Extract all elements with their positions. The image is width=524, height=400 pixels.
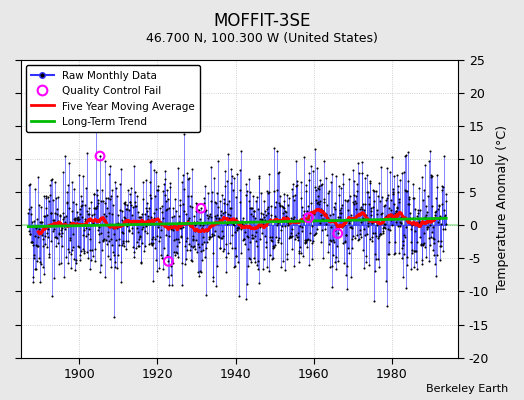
Legend: Raw Monthly Data, Quality Control Fail, Five Year Moving Average, Long-Term Tren: Raw Monthly Data, Quality Control Fail, …: [26, 65, 200, 132]
Point: [197, 205, 205, 212]
Y-axis label: Temperature Anomaly (°C): Temperature Anomaly (°C): [496, 125, 509, 292]
Point: [304, 214, 313, 221]
Point: [164, 258, 172, 264]
Text: Berkeley Earth: Berkeley Earth: [426, 384, 508, 394]
Text: 46.700 N, 100.300 W (United States): 46.700 N, 100.300 W (United States): [146, 32, 378, 45]
Text: MOFFIT-3SE: MOFFIT-3SE: [213, 12, 311, 30]
Point: [334, 230, 342, 237]
Point: [96, 153, 104, 159]
